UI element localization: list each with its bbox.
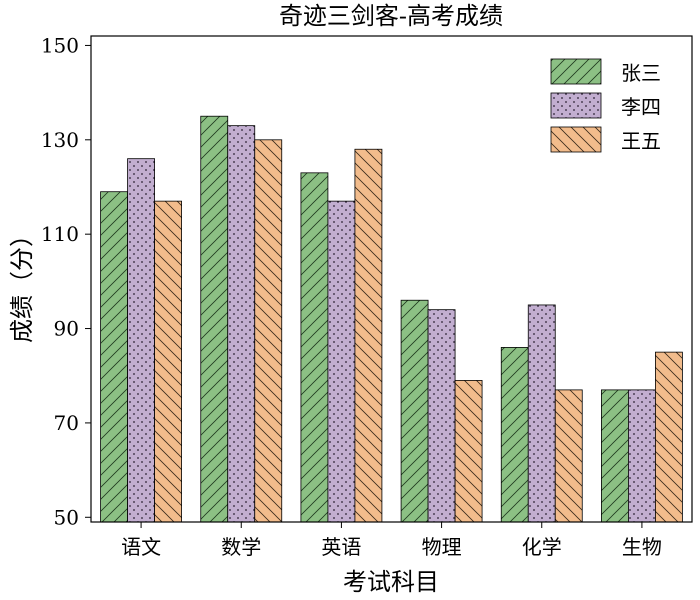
legend-label-2: 李四	[621, 95, 661, 119]
legend-label-3: 王五	[621, 129, 661, 153]
legend-swatch-1	[550, 58, 602, 85]
bar-2-1	[127, 158, 155, 523]
bar-2-6	[628, 389, 656, 523]
bar-3-4	[454, 380, 483, 523]
y-tick-label: 90	[54, 317, 79, 341]
x-tick-label: 英语	[321, 535, 361, 559]
bar-1-2	[200, 115, 229, 523]
bar-1-4	[400, 299, 429, 523]
bar-3-6	[655, 351, 683, 523]
legend-swatch-2	[550, 92, 602, 119]
bar-2-3	[327, 200, 356, 523]
bar-2-5	[527, 304, 556, 523]
bar-3-2	[254, 139, 283, 523]
legend-swatch-3	[550, 126, 602, 153]
y-axis-label: 成绩（分）	[8, 223, 36, 343]
x-tick-label: 物理	[422, 535, 462, 559]
bar-3-1	[154, 200, 182, 523]
bar-2-4	[427, 309, 456, 523]
y-tick-label: 70	[54, 411, 79, 435]
chart-title: 奇迹三剑客-高考成绩	[279, 2, 503, 30]
y-ticks-group: 50 70 90 110 130 150	[41, 33, 91, 529]
bar-1-6	[601, 389, 629, 523]
x-tick-label: 生物	[622, 535, 662, 559]
bar-1-3	[300, 172, 329, 523]
y-tick-label: 50	[54, 505, 79, 529]
bar-3-3	[354, 148, 383, 523]
bar-1-5	[500, 347, 529, 523]
bars-group	[100, 115, 683, 523]
x-tick-label: 数学	[221, 535, 261, 559]
x-axis-label: 考试科目	[343, 568, 439, 596]
x-tick-label: 语文	[121, 535, 161, 559]
bar-3-5	[554, 389, 583, 523]
y-tick-label: 110	[41, 222, 79, 246]
x-ticks-group: 语文 数学 英语 物理 化学 生物	[121, 522, 662, 559]
x-tick-label: 化学	[522, 535, 562, 559]
y-tick-label: 150	[41, 33, 79, 57]
legend-label-1: 张三	[621, 61, 661, 85]
y-tick-label: 130	[41, 128, 79, 152]
bar-1-1	[100, 191, 128, 523]
bar-2-2	[227, 125, 256, 523]
plot-frame	[90, 35, 693, 523]
